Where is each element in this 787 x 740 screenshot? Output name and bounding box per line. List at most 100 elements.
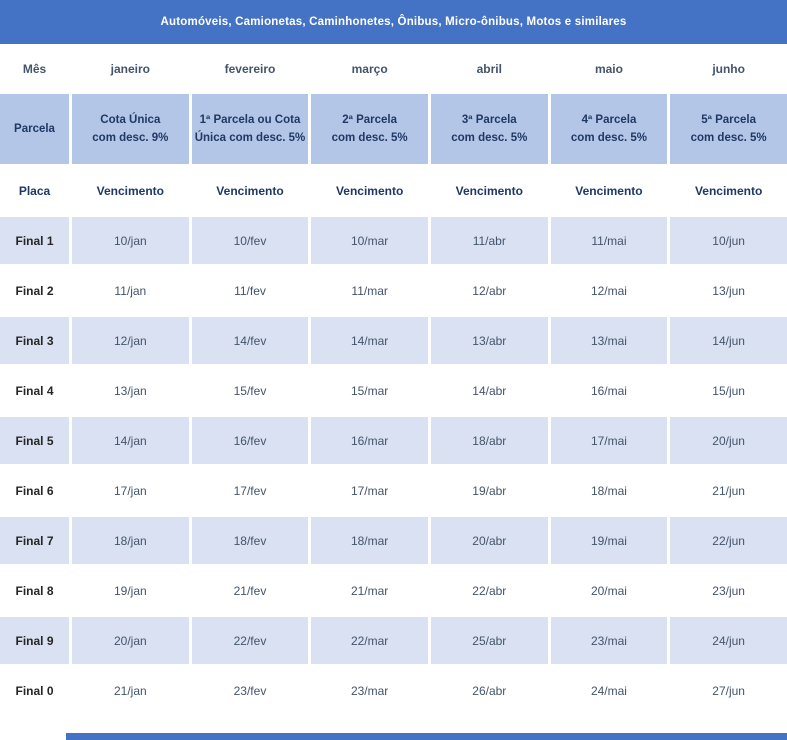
- plate-final-label: Final 3: [0, 317, 69, 364]
- installment-line2: com desc. 5%: [451, 132, 528, 144]
- due-date-cell: 19/jan: [113, 583, 147, 598]
- installment-line2: com desc. 5%: [690, 132, 767, 144]
- due-date-cell: 19/mai: [550, 517, 668, 564]
- due-date-cell: 22/abr: [472, 583, 507, 598]
- month-label: março: [351, 62, 388, 76]
- installment-line1: 4ª Parcela: [581, 113, 637, 126]
- due-date-cell: 17/jan: [113, 483, 147, 498]
- installment-line2: com desc. 5%: [331, 132, 408, 144]
- installment-line1: 2ª Parcela: [342, 113, 398, 126]
- due-date-cell: 23/fev: [233, 683, 267, 698]
- due-date-cell: 21/fev: [233, 583, 267, 598]
- parcela-label: Parcela: [0, 94, 69, 164]
- due-date-cell: 19/abr: [472, 483, 507, 498]
- installment-cell: 4ª Parcela com desc. 5%: [550, 94, 668, 164]
- due-date-cell: 13/mai: [550, 317, 668, 364]
- installment-line1: 5ª Parcela: [701, 113, 757, 126]
- installment-line2: Única com desc. 5%: [194, 132, 306, 144]
- placa-label: Placa: [18, 183, 51, 198]
- due-date-cell: 16/mar: [311, 417, 428, 464]
- due-date-cell: 11/fev: [234, 283, 266, 298]
- due-date-cell: 13/jan: [113, 383, 147, 398]
- table-row: Final 5 14/jan 16/fev 16/mar 18/abr 17/mai 20/…: [0, 417, 787, 464]
- due-date-cell: 21/jan: [113, 683, 147, 698]
- due-date-cell: 20/abr: [430, 517, 548, 564]
- ipva-due-date-table: Mês janeiro fevereiro março abril maio j…: [0, 44, 787, 717]
- due-date-cell: 22/jun: [670, 517, 787, 564]
- vehicle-category-header: Automóveis, Camionetas, Caminhonetes, Ôn…: [0, 0, 787, 44]
- due-date-cell: 16/mai: [590, 383, 627, 398]
- plate-final-label: Final 5: [0, 417, 69, 464]
- due-date-cell: 10/jan: [72, 217, 189, 264]
- due-date-cell: 17/mar: [350, 483, 389, 498]
- due-date-cell: 26/abr: [472, 683, 507, 698]
- installment-cell: 3ª Parcela com desc. 5%: [430, 94, 548, 164]
- due-date-cell: 22/fev: [191, 617, 309, 664]
- installment-cell: Cota Única com desc. 9%: [72, 94, 189, 164]
- plate-final-label: Final 4: [15, 383, 54, 398]
- mes-label: Mês: [22, 62, 47, 76]
- due-date-cell: 11/mai: [550, 217, 668, 264]
- month-label: fevereiro: [224, 62, 276, 76]
- due-date-cell: 15/jun: [712, 383, 745, 398]
- due-date-cell: 17/mai: [550, 417, 668, 464]
- plate-final-label: Final 0: [15, 683, 54, 698]
- due-date-cell: 22/mar: [311, 617, 428, 664]
- due-date-cell: 21/jun: [712, 483, 745, 498]
- table-row: Final 1 10/jan 10/fev 10/mar 11/abr 11/mai 10/…: [0, 217, 787, 264]
- due-date-cell: 18/abr: [430, 417, 548, 464]
- installment-header-row: Parcela Cota Única com desc. 9% 1ª Parce…: [0, 94, 787, 164]
- plate-final-label: Final 2: [15, 283, 54, 298]
- due-date-cell: 17/fev: [233, 483, 267, 498]
- next-table-header-edge: [66, 733, 787, 740]
- plate-final-label: Final 7: [0, 517, 69, 564]
- due-date-cell: 24/mai: [590, 683, 627, 698]
- installment-cell: 5ª Parcela com desc. 5%: [670, 94, 787, 164]
- installment-line2: com desc. 5%: [570, 132, 647, 144]
- vencimento-label: Vencimento: [694, 183, 763, 198]
- due-date-cell: 20/jan: [72, 617, 189, 664]
- due-date-cell: 18/jan: [72, 517, 189, 564]
- vehicle-category-title: Automóveis, Camionetas, Caminhonetes, Ôn…: [160, 16, 627, 28]
- due-date-cell: 12/jan: [72, 317, 189, 364]
- due-date-cell: 14/mar: [311, 317, 428, 364]
- due-date-cell: 24/jun: [670, 617, 787, 664]
- due-date-cell: 21/mar: [350, 583, 389, 598]
- installment-line1: 3ª Parcela: [461, 113, 517, 126]
- due-date-cell: 23/jun: [712, 583, 745, 598]
- due-date-cell: 14/abr: [472, 383, 507, 398]
- vencimento-label: Vencimento: [96, 183, 164, 198]
- table-row: Final 2 11/jan 11/fev 11/mar 12/abr 12/mai 13/…: [0, 267, 787, 314]
- due-date-cell: 14/jan: [72, 417, 189, 464]
- due-date-cell: 11/jan: [114, 283, 147, 298]
- due-date-cell: 11/mar: [351, 283, 388, 298]
- plate-final-label: Final 9: [0, 617, 69, 664]
- due-date-cell: 12/mai: [590, 283, 627, 298]
- month-header-row: Mês janeiro fevereiro março abril maio j…: [0, 47, 787, 91]
- plate-final-label: Final 1: [0, 217, 69, 264]
- plate-header-row: Placa Vencimento Vencimento Vencimento V…: [0, 167, 787, 214]
- due-date-cell: 13/abr: [430, 317, 548, 364]
- installment-cell: 2ª Parcela com desc. 5%: [311, 94, 428, 164]
- vencimento-label: Vencimento: [216, 183, 284, 198]
- month-label: junho: [712, 62, 745, 76]
- due-date-cell: 15/mar: [350, 383, 389, 398]
- month-label: janeiro: [110, 62, 150, 76]
- due-date-cell: 10/mar: [311, 217, 428, 264]
- due-date-cell: 18/mar: [311, 517, 428, 564]
- month-label: maio: [594, 62, 623, 76]
- vencimento-label: Vencimento: [575, 183, 643, 198]
- due-date-cell: 25/abr: [430, 617, 548, 664]
- plate-final-label: Final 6: [15, 483, 54, 498]
- installment-line1: 1ª Parcela ou Cota: [199, 113, 301, 126]
- vencimento-label: Vencimento: [335, 183, 404, 198]
- due-date-cell: 18/mai: [590, 483, 627, 498]
- installment-line2: com desc. 9%: [92, 132, 169, 144]
- due-date-cell: 12/abr: [472, 283, 507, 298]
- due-date-cell: 11/abr: [430, 217, 548, 264]
- plate-final-label: Final 8: [15, 583, 54, 598]
- due-date-cell: 14/fev: [191, 317, 309, 364]
- due-date-cell: 14/jun: [670, 317, 787, 364]
- vencimento-label: Vencimento: [455, 183, 523, 198]
- due-date-cell: 20/jun: [670, 417, 787, 464]
